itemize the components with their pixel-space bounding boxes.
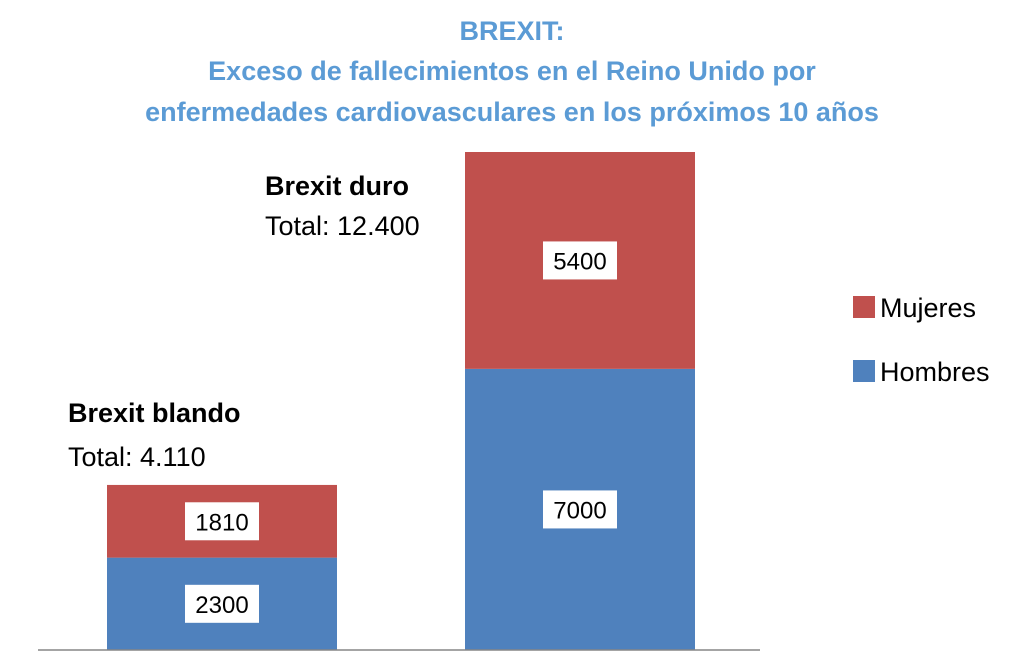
category-label-0: Brexit blando: [68, 398, 241, 428]
legend-swatch-mujeres: [853, 296, 875, 318]
chart-title-line-3: enfermedades cardiovasculares en los pró…: [145, 97, 879, 127]
legend-label-mujeres: Mujeres: [880, 293, 976, 323]
data-label-mujeres-0: 1810: [195, 509, 248, 536]
category-annotations: Brexit blando Total: 4.110 Brexit duro Tota…: [68, 171, 420, 472]
data-label-mujeres-1: 5400: [553, 248, 606, 275]
data-label-box-hombres-1: [543, 490, 617, 529]
legend-label-hombres: Hombres: [880, 357, 990, 387]
data-label-hombres-1: 7000: [553, 497, 606, 524]
chart-title-line-2: Exceso de fallecimientos en el Reino Uni…: [208, 56, 816, 86]
chart-title: BREXIT: Exceso de fallecimientos en el R…: [145, 16, 879, 127]
legend-swatch-hombres: [853, 360, 875, 382]
category-label-1: Brexit duro: [265, 171, 409, 201]
legend: Mujeres Hombres: [853, 293, 990, 387]
data-label-box-mujeres-0: [185, 502, 259, 541]
category-total-1: Total: 12.400: [265, 211, 420, 241]
bars: 2300 1810 7000 5400: [107, 152, 695, 650]
data-label-hombres-0: 2300: [195, 592, 248, 619]
chart-title-line-1: BREXIT:: [459, 16, 564, 46]
data-label-box-hombres-0: [185, 584, 259, 623]
data-label-box-mujeres-1: [543, 241, 617, 280]
category-total-0: Total: 4.110: [68, 442, 206, 472]
